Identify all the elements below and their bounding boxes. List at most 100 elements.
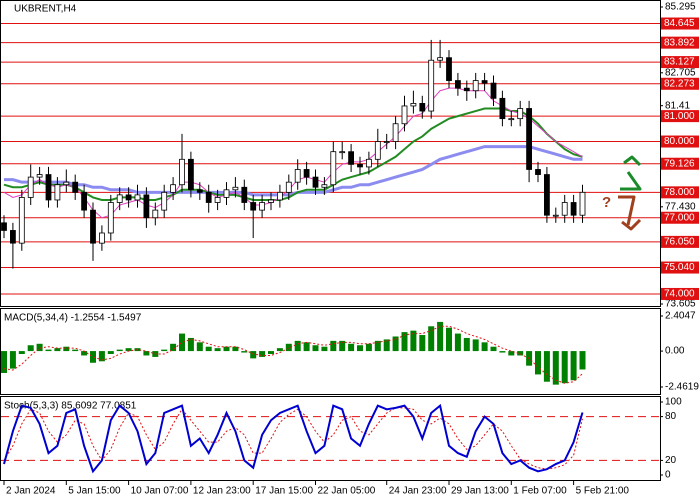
candle-body	[241, 186, 248, 203]
level-label-box	[661, 135, 699, 148]
macd-bar	[339, 340, 346, 352]
macd-bar	[490, 346, 497, 352]
candle-body	[312, 176, 319, 188]
level-label: 78.000	[664, 187, 695, 198]
candle-body	[27, 176, 34, 198]
y-tick-label: 0	[665, 470, 671, 481]
x-tick-label: 24 Jan 23:00	[389, 486, 447, 497]
y-tick-label: 0.00	[665, 346, 685, 357]
macd-bar	[285, 343, 292, 352]
macd-bar	[187, 337, 194, 352]
macd-bar	[196, 342, 203, 352]
macd-bar	[570, 351, 577, 381]
candle-body	[499, 97, 506, 120]
candle-body	[268, 199, 274, 203]
candle-body	[54, 184, 61, 201]
candle-body	[446, 57, 452, 81]
stoch-panel-frame	[0, 396, 661, 481]
macd-bar	[268, 351, 274, 355]
macd-bar	[383, 339, 390, 352]
level-label-box	[661, 56, 699, 69]
candle-body	[463, 87, 470, 92]
y-tick-label: 85.295	[665, 2, 696, 13]
level-label: 76.050	[664, 237, 695, 248]
macd-bar	[472, 339, 479, 352]
forecast-question: ?	[602, 194, 611, 211]
macd-bar	[232, 346, 239, 352]
candle-body	[508, 118, 515, 121]
indicator-label: MACD(5,34,4) -1.2554 -1.5497	[4, 313, 142, 324]
macd-bar	[294, 340, 301, 352]
y-tick-label: 77.430	[665, 201, 696, 212]
macd-bar	[36, 343, 43, 352]
macd-bar	[170, 343, 177, 352]
candle-body	[570, 202, 577, 216]
macd-bar	[321, 346, 328, 352]
candle-body	[544, 174, 550, 216]
candle-body	[401, 105, 408, 125]
macd-bar	[481, 342, 488, 352]
macd-bar	[18, 351, 25, 355]
level-label: 77.000	[664, 212, 695, 223]
candle-body	[552, 214, 559, 217]
macd-bar	[250, 351, 257, 359]
candle-body	[259, 202, 266, 211]
y-tick-label: 2.4047	[665, 311, 696, 322]
candle-body	[205, 191, 212, 203]
macd-bar	[552, 351, 559, 385]
macd-bar	[125, 348, 132, 352]
candle-body	[579, 191, 586, 216]
macd-bar	[54, 348, 61, 352]
y-tick-label: 73.605	[665, 299, 696, 310]
macd-bar	[241, 351, 248, 353]
candle-body	[223, 189, 230, 198]
candle-body	[134, 194, 141, 201]
candle-body	[107, 202, 114, 234]
macd-bar	[205, 346, 212, 352]
candle-body	[428, 59, 435, 112]
candle-body	[214, 197, 221, 203]
candle-body	[472, 80, 479, 92]
level-label-box	[661, 157, 699, 170]
candle-body	[179, 158, 185, 186]
candle-body	[285, 181, 292, 193]
candle-body	[90, 209, 96, 244]
moving-average	[4, 145, 583, 197]
candle-body	[481, 80, 488, 84]
candle-body	[45, 174, 52, 201]
candle-body	[526, 108, 532, 170]
level-label: 83.127	[664, 57, 695, 68]
macd-bar	[517, 351, 524, 356]
x-tick-label: 10 Jan 07:00	[131, 486, 189, 497]
level-label-box	[661, 186, 699, 199]
candle-body	[383, 141, 390, 143]
level-label-box	[661, 287, 699, 300]
candle-body	[321, 184, 328, 188]
level-label: 81.000	[664, 111, 695, 122]
main-panel-frame	[0, 0, 661, 307]
candle-body	[152, 209, 159, 219]
macd-bar	[446, 327, 452, 352]
candle-body	[161, 191, 168, 211]
macd-bar	[276, 348, 283, 352]
macd-bar	[535, 351, 541, 375]
candle-body	[99, 232, 105, 244]
macd-bar	[63, 346, 70, 352]
macd-bar	[116, 349, 123, 352]
y-tick-label: 100	[665, 397, 682, 408]
candle-body	[517, 108, 524, 120]
candle-body	[330, 151, 337, 186]
y-tick-label: 20	[665, 455, 677, 466]
candle-body	[187, 158, 194, 191]
x-tick-label: 2 Jan 2024	[6, 486, 56, 497]
macd-bar	[561, 351, 568, 384]
macd-bar	[81, 351, 88, 356]
macd-bar	[303, 342, 310, 352]
level-label: 74.000	[664, 289, 695, 300]
candle-body	[250, 202, 257, 211]
macd-bar	[454, 333, 461, 352]
candle-body	[170, 184, 177, 193]
candle-body	[72, 181, 79, 193]
